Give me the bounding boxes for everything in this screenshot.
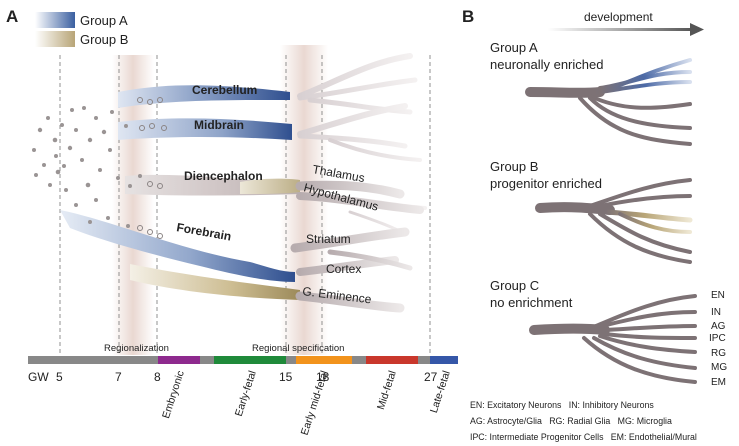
ring-dots: [137, 97, 167, 239]
legend-swatch-group-b: [35, 31, 75, 47]
stage-bar-early-mid-fetal: [296, 356, 352, 364]
legend-swatch-group-a: [35, 12, 75, 28]
group-a-tree: Group A neuronally enriched: [490, 40, 692, 146]
cell-type-in-label: IN: [711, 307, 721, 318]
group-c-title: Group C: [490, 278, 539, 293]
footnote-line-3: IPC: Intermediate Progenitor Cells EM: E…: [470, 432, 697, 442]
cell-type-ipc-label: IPC: [709, 333, 726, 344]
region-forebrain-label: Forebrain: [175, 220, 232, 243]
group-b-title: Group B: [490, 159, 538, 174]
legend-label-group-a: Group A: [80, 13, 128, 28]
subregion-branches: [290, 180, 424, 313]
stage-early-mid-fetal-label: Early mid-fetal: [299, 369, 331, 437]
group-c-subtitle: no enrichment: [490, 295, 573, 310]
legend-label-group-b: Group B: [80, 32, 128, 47]
group-a-title: Group A: [490, 40, 538, 55]
week-label: 27: [424, 370, 438, 384]
process-specification-label: Regional specification: [252, 343, 344, 354]
legend: Group A Group B: [35, 12, 128, 47]
development-arrow-head: [690, 23, 704, 36]
group-b-subtitle: progenitor enriched: [490, 176, 602, 191]
stage-early-fetal-label: Early-fetal: [233, 369, 259, 418]
cell-type-mg-label: MG: [711, 362, 727, 373]
panel-b-label: B: [462, 7, 474, 26]
group-a-subtitle: neuronally enriched: [490, 57, 603, 72]
midbrain-trunk: [118, 118, 292, 140]
stage-bar-embryonic: [158, 356, 200, 364]
process-regionalization-label: Regionalization: [104, 343, 169, 354]
cell-type-ag-label: AG: [711, 321, 726, 332]
stage-embryonic-label: Embryonic: [160, 369, 187, 420]
cell-type-en-label: EN: [711, 290, 725, 301]
development-arrow-shaft: [548, 28, 693, 31]
development-label: development: [584, 10, 653, 24]
footnote-line-1: EN: Excitatory Neurons IN: Inhibitory Ne…: [470, 400, 654, 410]
group-c-tree: Group C no enrichment EN IN AG IPC RG MG…: [490, 278, 727, 388]
thalamus-trunk: [240, 178, 300, 194]
stage-mid-fetal-label: Mid-fetal: [375, 369, 399, 411]
timeline-bar: [28, 356, 458, 364]
subregion-striatum-label: Striatum: [306, 232, 351, 246]
panel-a-label: A: [6, 7, 18, 26]
stage-bar-late-fetal: [430, 356, 458, 364]
week-label: 5: [56, 370, 63, 384]
week-label: 8: [154, 370, 161, 384]
week-label: 7: [115, 370, 122, 384]
region-diencephalon-label: Diencephalon: [184, 169, 263, 183]
region-midbrain-label: Midbrain: [194, 118, 244, 132]
group-b-tree: Group B progenitor enriched: [490, 159, 693, 264]
cell-type-rg-label: RG: [711, 348, 726, 359]
forebrain-trunk: [60, 210, 295, 282]
cell-type-em-label: EM: [711, 377, 726, 388]
week-labels: GW 5 7 8 15 18 27: [28, 370, 438, 384]
footnote-line-2: AG: Astrocyte/Glia RG: Radial Glia MG: M…: [470, 416, 672, 426]
development-arrow: development: [548, 10, 704, 36]
week-unit-label: GW: [28, 370, 49, 384]
stage-bar-mid-fetal: [366, 356, 418, 364]
week-label: 18: [316, 370, 330, 384]
stage-bar-early-fetal: [214, 356, 286, 364]
stage-labels: Embryonic Early-fetal Early mid-fetal Mi…: [160, 369, 453, 437]
region-labels: Cerebellum Midbrain Diencephalon Forebra…: [175, 83, 262, 244]
ge-trunk: [130, 264, 300, 300]
abbreviation-footnote: EN: Excitatory Neurons IN: Inhibitory Ne…: [470, 400, 697, 442]
subregion-cortex-label: Cortex: [326, 262, 361, 276]
region-cerebellum-label: Cerebellum: [192, 83, 257, 97]
progenitor-dots: [32, 106, 142, 228]
week-label: 15: [279, 370, 293, 384]
